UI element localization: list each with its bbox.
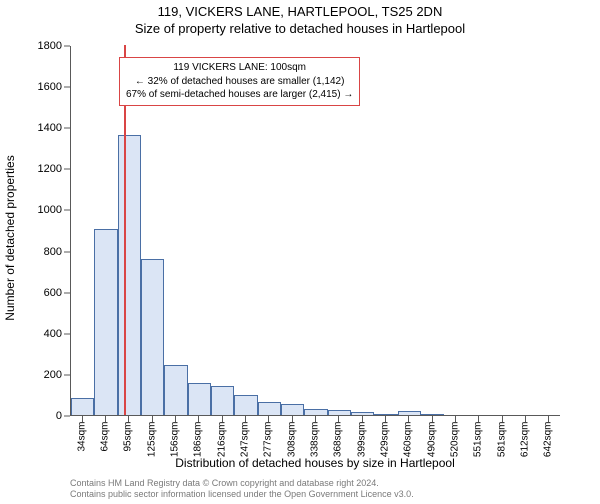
- annotation-line: 119 VICKERS LANE: 100sqm: [126, 61, 353, 75]
- histogram-bar: [258, 402, 281, 415]
- histogram-bar: [398, 411, 421, 415]
- histogram-bar: [211, 386, 234, 415]
- histogram-bar: [328, 410, 351, 415]
- annotation-line: ← 32% of detached houses are smaller (1,…: [126, 75, 353, 89]
- histogram-bar: [141, 259, 164, 415]
- y-tick-label: 1000: [38, 204, 62, 216]
- y-tick-label: 0: [56, 410, 62, 422]
- histogram-bar: [281, 404, 304, 415]
- y-axis-ticks: 020040060080010001200140016001800: [0, 46, 70, 416]
- y-tick-label: 1400: [38, 122, 62, 134]
- histogram-bar: [118, 135, 141, 415]
- histogram-bar: [304, 409, 327, 415]
- histogram-bar: [234, 395, 257, 415]
- plot-area: 119 VICKERS LANE: 100sqm← 32% of detache…: [70, 46, 560, 416]
- y-tick-label: 400: [44, 328, 62, 340]
- footer-line1: Contains HM Land Registry data © Crown c…: [70, 478, 414, 489]
- histogram-bar: [164, 365, 187, 415]
- histogram-bar: [351, 412, 374, 415]
- histogram-bar: [374, 414, 397, 415]
- x-axis-label: Distribution of detached houses by size …: [70, 456, 560, 470]
- histogram-bar: [94, 229, 117, 415]
- chart-title-sub: Size of property relative to detached ho…: [0, 21, 600, 36]
- annotation-box: 119 VICKERS LANE: 100sqm← 32% of detache…: [119, 57, 360, 106]
- histogram-bar: [421, 414, 444, 415]
- y-tick-label: 600: [44, 287, 62, 299]
- y-tick-label: 1200: [38, 163, 62, 175]
- y-tick-label: 1600: [38, 81, 62, 93]
- y-tick-label: 1800: [38, 40, 62, 52]
- footer-line2: Contains public sector information licen…: [70, 489, 414, 500]
- y-tick-label: 800: [44, 246, 62, 258]
- y-tick-label: 200: [44, 369, 62, 381]
- histogram-bar: [188, 383, 211, 415]
- annotation-line: 67% of semi-detached houses are larger (…: [126, 88, 353, 102]
- histogram-bar: [71, 398, 94, 415]
- chart-title-main: 119, VICKERS LANE, HARTLEPOOL, TS25 2DN: [0, 4, 600, 19]
- footer-attribution: Contains HM Land Registry data © Crown c…: [70, 478, 414, 500]
